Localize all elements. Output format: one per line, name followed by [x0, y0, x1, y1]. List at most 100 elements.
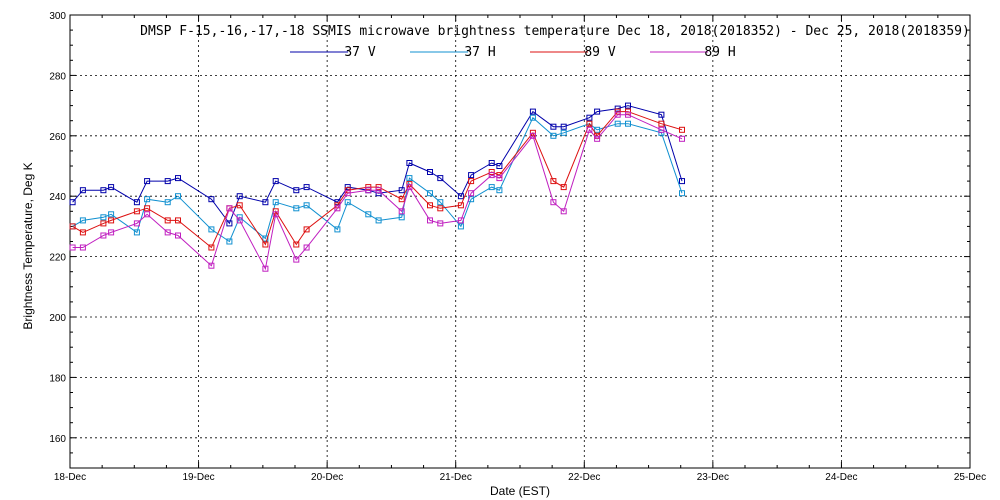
data-point-37-h: [303, 202, 310, 209]
x-tick-label: 22-Dec: [568, 472, 600, 483]
data-point-37-h: [208, 226, 215, 233]
series-line-37-v: [72, 105, 683, 225]
x-tick-label: 23-Dec: [697, 472, 729, 483]
series-line-89-v: [72, 111, 683, 249]
data-point-37-h: [406, 175, 413, 182]
data-point-37-v: [175, 175, 181, 182]
data-point-89-v: [293, 241, 300, 248]
data-point-37-h: [614, 120, 621, 127]
legend-label-37-h: 37 H: [464, 45, 495, 60]
data-point-89-v: [236, 202, 243, 209]
data-point-37-h: [375, 217, 382, 224]
data-point-89-h: [208, 262, 215, 269]
data-point-89-v: [625, 108, 631, 115]
data-point-89-h: [303, 244, 310, 251]
data-point-89-h: [79, 244, 86, 251]
data-point-37-h: [594, 126, 601, 133]
data-point-37-h: [226, 238, 233, 245]
data-point-89-v: [586, 120, 593, 127]
data-point-37-v: [496, 163, 503, 169]
data-point-37-h: [679, 190, 685, 197]
data-point-37-v: [550, 123, 557, 130]
data-point-37-v: [79, 187, 86, 194]
data-point-89-h: [175, 232, 181, 239]
data-point-37-v: [236, 193, 243, 200]
y-tick-label: 160: [49, 434, 66, 445]
data-point-89-v: [375, 184, 382, 191]
x-tick-label: 25-Dec: [954, 472, 986, 483]
data-point-37-h: [550, 132, 557, 139]
data-point-89-v: [69, 223, 76, 230]
data-point-89-h: [586, 126, 593, 133]
data-point-37-v: [226, 220, 233, 227]
data-point-89-h: [272, 211, 279, 218]
data-point-37-h: [496, 187, 503, 194]
data-point-89-v: [560, 184, 567, 191]
data-point-37-v: [398, 187, 405, 194]
data-point-37-h: [133, 229, 140, 236]
x-tick-label: 20-Dec: [311, 472, 343, 483]
data-point-37-v: [272, 178, 279, 185]
data-point-89-h: [550, 199, 557, 206]
data-point-89-h: [529, 132, 536, 139]
data-point-89-v: [164, 217, 171, 224]
data-point-37-h: [262, 235, 269, 242]
legend-label-89-h: 89 H: [704, 45, 735, 60]
data-point-89-v: [175, 217, 181, 224]
data-point-89-v: [679, 126, 685, 133]
legend: 37 V 37 H 89 V 89 H: [290, 45, 736, 60]
x-tick-label: 18-Dec: [54, 472, 86, 483]
data-point-37-h: [398, 214, 405, 221]
data-point-37-v: [457, 193, 464, 200]
data-point-37-v: [658, 111, 665, 118]
data-point-89-v: [614, 108, 621, 115]
data-point-37-v: [108, 184, 115, 191]
data-point-89-v: [457, 202, 464, 209]
data-point-89-h: [334, 205, 341, 212]
data-point-89-v: [365, 184, 372, 191]
data-point-37-h: [144, 196, 151, 203]
data-point-37-h: [365, 211, 372, 218]
data-point-37-v: [208, 196, 215, 203]
data-point-89-h: [262, 265, 269, 272]
series-layer: [69, 102, 685, 272]
data-point-89-v: [108, 217, 115, 224]
data-point-89-v: [100, 220, 107, 227]
data-point-89-h: [488, 172, 495, 179]
y-tick-label: 220: [49, 253, 66, 264]
data-point-89-v: [437, 205, 444, 212]
data-point-89-h: [679, 135, 685, 142]
data-point-89-h: [427, 217, 433, 224]
data-point-37-h: [100, 214, 107, 221]
y-tick-label: 240: [49, 192, 66, 203]
data-point-89-v: [468, 178, 475, 185]
data-point-37-h: [334, 226, 341, 233]
data-point-89-h: [69, 244, 76, 251]
data-point-37-v: [262, 199, 269, 206]
data-point-37-v: [427, 169, 433, 175]
data-point-37-v: [625, 102, 631, 109]
data-point-37-h: [437, 199, 444, 206]
data-point-37-v: [303, 184, 310, 191]
data-point-37-h: [175, 193, 181, 200]
data-point-37-v: [100, 187, 107, 194]
ticks-layer: 18-Dec 19-Dec 20-Dec 21-Dec 22-Dec 23-Dec 24-D…: [49, 11, 986, 483]
data-point-89-h: [560, 208, 567, 215]
data-point-89-h: [144, 211, 151, 218]
data-point-89-h: [164, 229, 171, 236]
x-tick-label: 19-Dec: [182, 472, 214, 483]
data-point-89-h: [437, 220, 444, 227]
data-point-89-h: [614, 111, 621, 118]
data-point-89-v: [79, 229, 86, 236]
data-point-89-v: [658, 120, 665, 127]
data-point-89-h: [406, 184, 413, 191]
x-tick-label: 21-Dec: [440, 472, 472, 483]
data-point-89-v: [427, 202, 433, 209]
data-point-89-v: [144, 205, 151, 212]
data-point-89-h: [293, 256, 300, 263]
data-point-37-v: [293, 187, 300, 194]
data-point-89-v: [262, 241, 269, 248]
data-point-89-h: [365, 187, 372, 194]
data-point-89-h: [236, 217, 243, 224]
